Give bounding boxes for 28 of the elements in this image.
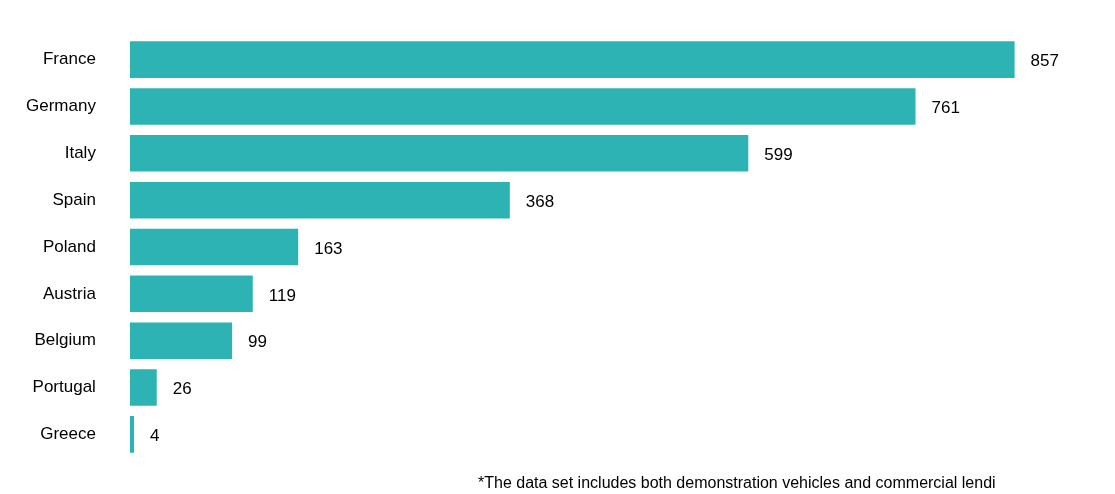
data-label: 26 <box>172 379 192 399</box>
y-tick-label: Spain <box>52 189 96 209</box>
data-label: 368 <box>525 191 555 211</box>
bar <box>129 322 233 359</box>
bar <box>129 369 157 406</box>
data-label: 163 <box>314 238 343 258</box>
bar <box>129 135 749 172</box>
data-label: 761 <box>931 98 960 118</box>
text: *The data set includes both demonstration vehicles and commercial lendi <box>478 474 996 492</box>
y-tick-label: Poland <box>42 236 96 256</box>
bar <box>129 41 1015 78</box>
data-label: 4 <box>150 426 160 446</box>
y-tick-label: Germany <box>25 96 97 116</box>
bar <box>129 88 916 125</box>
bar <box>129 275 253 313</box>
bar <box>129 416 135 453</box>
data-label: 119 <box>268 285 296 305</box>
y-tick-label: Portugal <box>32 377 96 397</box>
data-label: 857 <box>1030 51 1059 71</box>
bar <box>129 181 510 219</box>
y-tick-label: France <box>42 49 96 69</box>
bar <box>129 228 299 266</box>
y-tick-label: Belgium <box>34 330 96 350</box>
data-label: 599 <box>764 145 793 164</box>
data-label: 99 <box>248 332 268 352</box>
y-tick-label: Austria <box>42 283 97 303</box>
y-tick-label: Greece <box>40 424 96 444</box>
y-tick-label: Italy <box>64 143 97 162</box>
